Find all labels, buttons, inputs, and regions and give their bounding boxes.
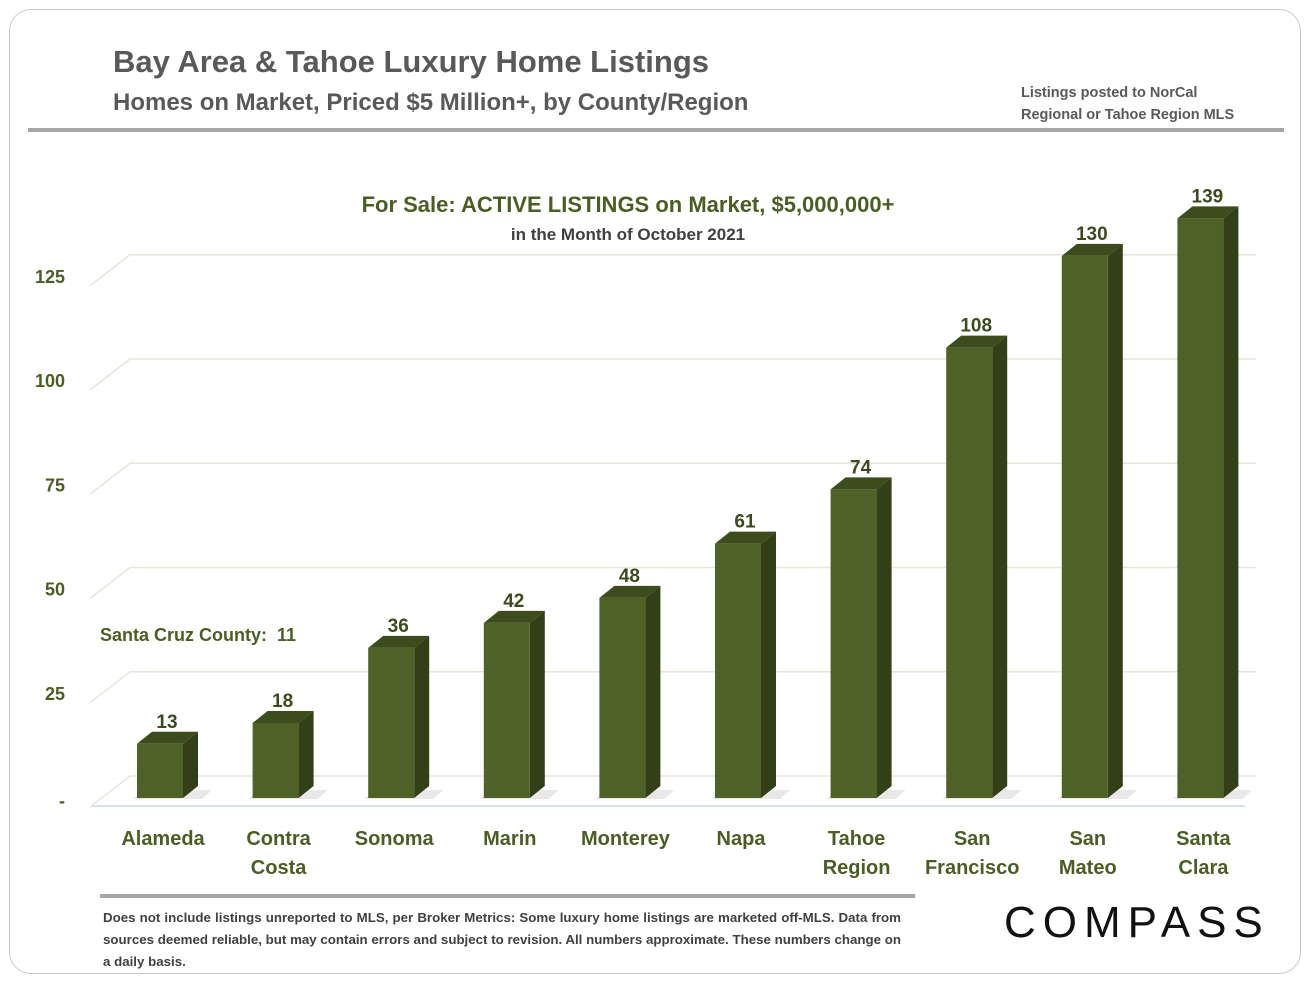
header-divider — [28, 128, 1284, 132]
bar-side — [992, 335, 1008, 798]
category-label: Francisco — [925, 857, 1019, 879]
data-label: 13 — [156, 712, 177, 733]
bar-top — [252, 710, 314, 723]
bar — [1177, 218, 1224, 798]
bar-top — [368, 635, 430, 648]
category-label: San — [1069, 828, 1106, 850]
bar — [715, 543, 761, 798]
data-label: 36 — [388, 616, 409, 637]
bar-top — [137, 731, 198, 744]
category-label: Costa — [251, 857, 307, 879]
footer-divider — [100, 894, 915, 898]
gridline — [89, 462, 1256, 495]
gridline — [89, 254, 1256, 287]
category-label: Clara — [1178, 857, 1229, 879]
data-label: 42 — [503, 591, 524, 612]
bar-side — [876, 477, 892, 798]
bar-side — [645, 585, 661, 798]
source-note-line-2: Regional or Tahoe Region MLS — [1021, 107, 1235, 123]
bar-top — [715, 531, 776, 544]
bar — [1061, 255, 1108, 798]
category-label: Sonoma — [355, 828, 435, 850]
bar-top — [1061, 243, 1123, 256]
category-label: Contra — [246, 828, 311, 850]
category-label: Region — [823, 857, 891, 879]
bar-top — [946, 335, 1008, 348]
category-label: Tahoe — [828, 828, 885, 850]
chart-title: For Sale: ACTIVE LISTINGS on Market, $5,… — [362, 192, 895, 217]
data-label: 139 — [1192, 186, 1224, 207]
bar-side — [761, 531, 776, 798]
bar — [137, 743, 183, 798]
bar-top — [1177, 206, 1239, 219]
category-label: Monterey — [581, 828, 671, 850]
bar-top — [483, 610, 545, 623]
category-label: Napa — [717, 828, 767, 850]
compass-logo: COMPASS — [1004, 898, 1270, 947]
data-label: 48 — [619, 566, 640, 587]
bar — [252, 722, 299, 798]
chart-subtitle: in the Month of October 2021 — [511, 225, 745, 244]
bar-side — [1223, 206, 1239, 798]
bar — [946, 347, 993, 798]
data-label: 130 — [1076, 224, 1108, 245]
bar-top — [599, 585, 661, 598]
gridline — [89, 358, 1256, 391]
category-label: Marin — [483, 828, 536, 850]
data-label: 74 — [850, 457, 872, 478]
y-tick-label: 25 — [45, 684, 65, 704]
page-subtitle: Homes on Market, Priced $5 Million+, by … — [113, 89, 749, 116]
bar — [599, 597, 646, 798]
disclaimer: Does not include listings unreported to … — [103, 910, 901, 969]
category-label: Santa — [1176, 828, 1231, 850]
bar-side — [529, 610, 545, 798]
bar-side — [298, 710, 314, 798]
source-note: Listings posted to NorCal Regional or Ta… — [1021, 82, 1234, 126]
y-tick-label: 100 — [35, 371, 65, 391]
bar — [368, 647, 415, 798]
data-label: 18 — [272, 691, 293, 712]
y-tick-label: - — [59, 791, 65, 811]
bar-top — [830, 477, 892, 490]
bar-side — [1107, 243, 1123, 798]
page-title: Bay Area & Tahoe Luxury Home Listings — [113, 44, 710, 79]
data-label: 108 — [960, 316, 992, 337]
category-label: San — [954, 828, 991, 850]
bar-side — [414, 635, 430, 798]
y-tick-label: 75 — [45, 475, 65, 495]
y-tick-label: 125 — [35, 267, 65, 287]
y-tick-label: 50 — [45, 580, 65, 600]
data-label: 61 — [734, 512, 756, 533]
bar-side — [183, 731, 198, 798]
santa-cruz-annotation: Santa Cruz County: 11 — [100, 625, 296, 645]
bar — [830, 489, 877, 798]
category-label: Mateo — [1059, 857, 1117, 879]
bar — [483, 622, 530, 798]
source-note-line-1: Listings posted to NorCal — [1021, 85, 1198, 101]
category-label: Alameda — [121, 828, 205, 850]
